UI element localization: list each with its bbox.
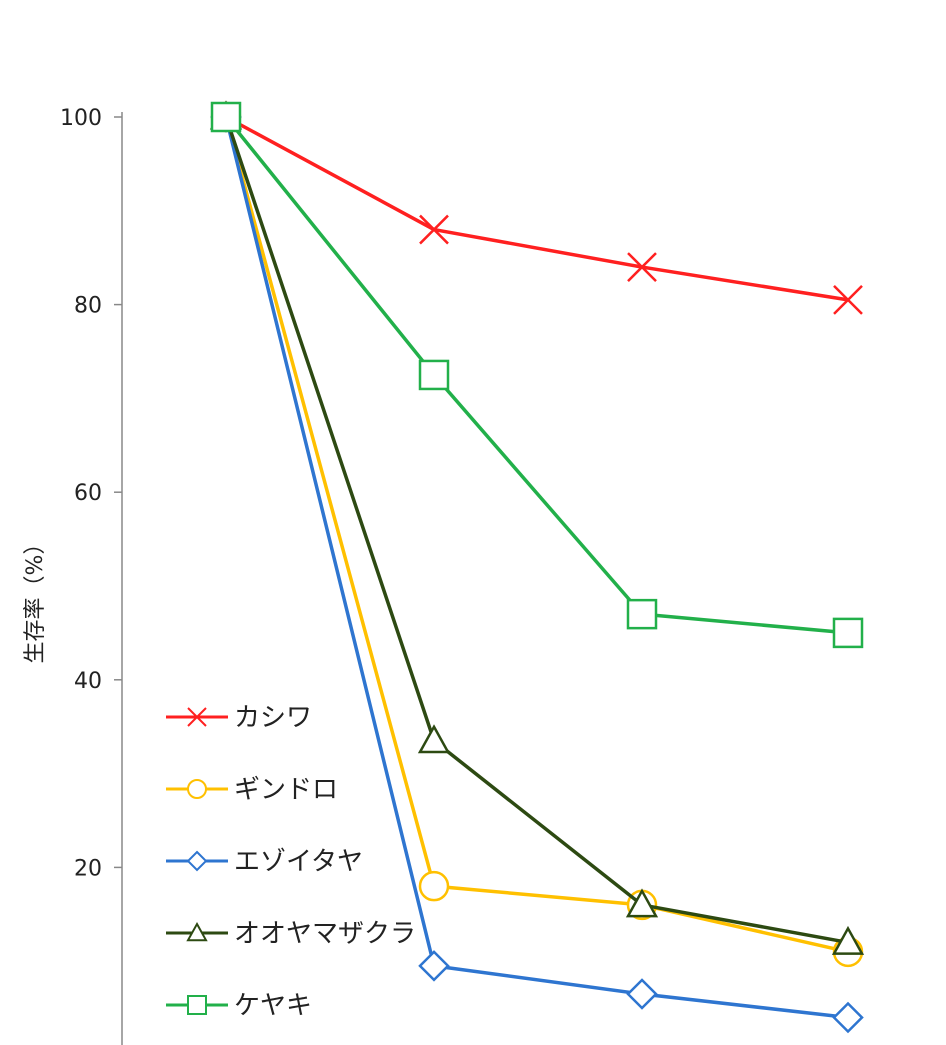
legend-item: オオヤマザクラ — [166, 919, 416, 949]
legend-item: カシワ — [166, 703, 312, 733]
legend-label: エゾイタヤ — [234, 847, 363, 877]
x-marker — [833, 285, 863, 315]
series-line — [224, 116, 849, 1020]
circle-marker — [418, 870, 450, 902]
y-tick-label: 40 — [74, 669, 102, 694]
legend-label: ギンドロ — [234, 775, 338, 805]
series-line — [225, 115, 849, 302]
series-1 — [211, 102, 863, 315]
y-tick-label: 80 — [74, 294, 102, 319]
series-4 — [209, 100, 865, 955]
diamond-marker — [186, 850, 208, 872]
square-marker — [832, 617, 864, 649]
series-layer — [209, 100, 865, 1034]
legend-item: ギンドロ — [166, 775, 338, 805]
legend-item: ケヤキ — [166, 991, 312, 1021]
triangle-marker — [625, 888, 659, 918]
diamond-marker — [626, 978, 658, 1010]
series-5 — [210, 101, 864, 649]
triangle-marker — [417, 724, 451, 754]
legend-label: オオヤマザクラ — [234, 919, 416, 949]
series-line — [224, 116, 849, 945]
legend-label: カシワ — [234, 703, 312, 733]
y-tick-label: 60 — [74, 481, 102, 506]
square-marker — [187, 995, 207, 1015]
circle-marker — [187, 779, 207, 799]
diamond-marker — [832, 1001, 864, 1034]
y-tick-label: 100 — [60, 106, 102, 131]
series-2 — [210, 101, 864, 968]
x-marker — [419, 214, 449, 245]
triangle-marker — [186, 921, 208, 942]
legend-label: ケヤキ — [234, 991, 312, 1021]
diamond-marker — [418, 950, 450, 982]
y-axis-title: 生存率（%） — [23, 533, 48, 664]
series-line — [224, 116, 849, 954]
x-marker — [187, 707, 207, 727]
y-tick-label: 20 — [74, 856, 102, 881]
series-3 — [210, 101, 864, 1034]
square-marker — [626, 598, 658, 630]
square-marker — [210, 101, 242, 133]
chart-axes: 20 40 60 80 100 — [60, 106, 123, 1045]
legend-item: エゾイタヤ — [166, 847, 363, 877]
triangle-marker — [831, 925, 865, 955]
x-marker — [627, 252, 657, 282]
square-marker — [418, 359, 450, 391]
series-line — [224, 115, 849, 635]
